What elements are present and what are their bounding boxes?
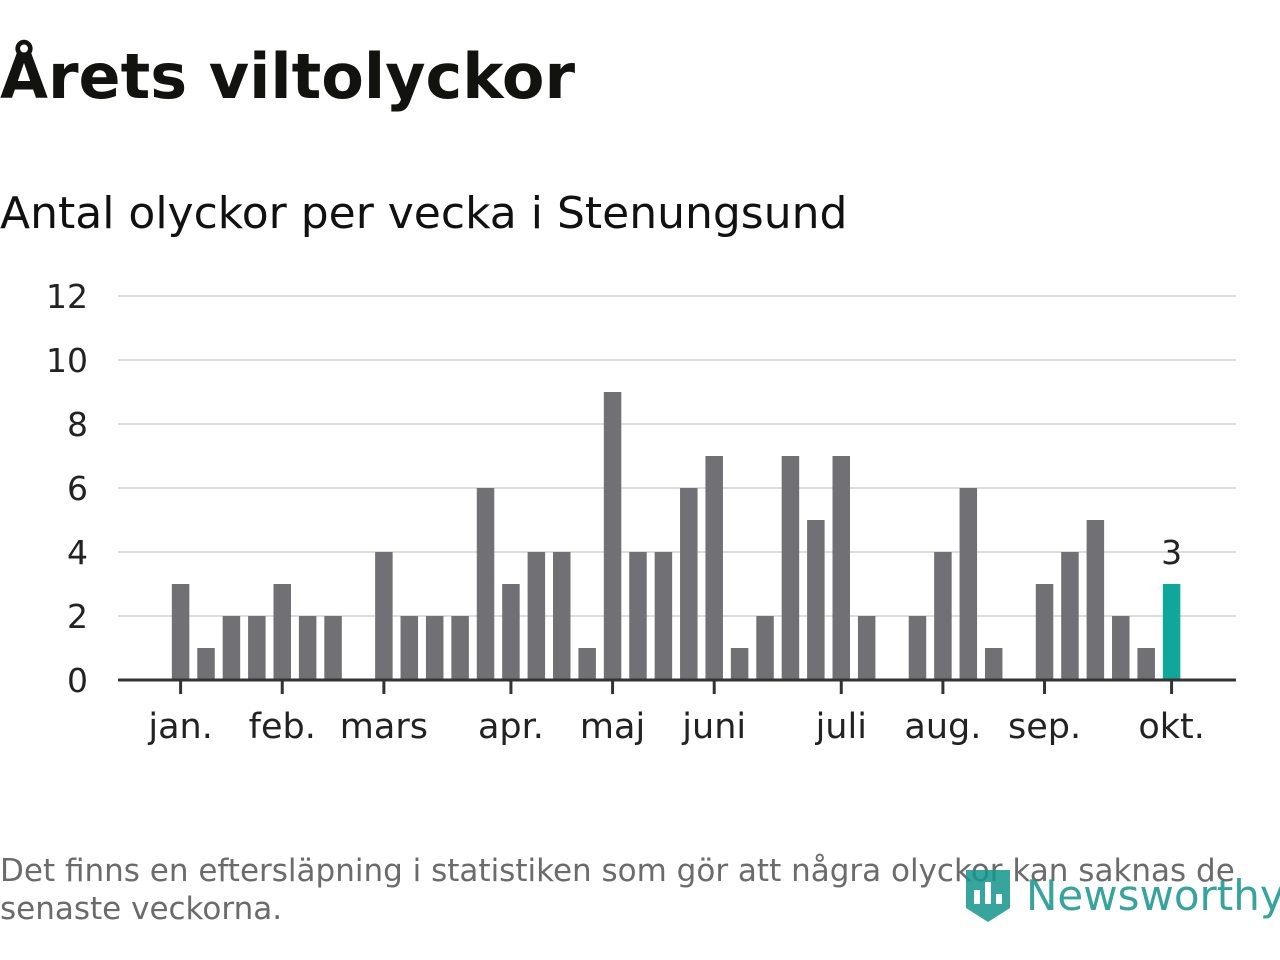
- bar: [832, 456, 851, 680]
- data-label-last-week: 3: [1161, 533, 1182, 572]
- bar: [197, 648, 215, 680]
- x-axis-ticks: jan. feb. mars apr. maj juni juli aug. sep. okt.: [147, 680, 1205, 747]
- x-tick-label: feb.: [249, 707, 316, 747]
- x-tick-label: apr.: [478, 707, 544, 747]
- bar: [476, 488, 495, 680]
- bar: [298, 616, 317, 680]
- bar: [1061, 552, 1079, 680]
- bar: [451, 616, 469, 680]
- bar: [578, 648, 596, 680]
- bar: [629, 552, 647, 680]
- bar: [781, 456, 800, 680]
- y-axis-ticks: 0 2 4 6 8 10 12: [46, 277, 88, 700]
- bar: [1086, 520, 1105, 680]
- chart-title: Årets viltolyckor: [0, 40, 576, 113]
- chart-subtitle: Antal olyckor per vecka i Stenungsund: [0, 188, 848, 239]
- bar: [857, 616, 876, 680]
- bar: [705, 456, 723, 680]
- bar: [934, 552, 952, 680]
- bar: [1035, 584, 1054, 680]
- y-tick-label: 12: [46, 277, 88, 316]
- bar: [171, 584, 190, 680]
- x-tick-label: maj: [580, 707, 645, 747]
- bar: [730, 648, 749, 680]
- x-tick-label: sep.: [1008, 707, 1081, 747]
- bar: [603, 392, 622, 680]
- bar: [908, 616, 927, 680]
- bar: [425, 616, 444, 680]
- bar: [680, 488, 698, 680]
- bar-highlight: [1162, 584, 1181, 680]
- x-tick-label: juli: [815, 707, 867, 747]
- bar: [222, 616, 241, 680]
- y-tick-label: 2: [67, 597, 88, 636]
- bar: [756, 616, 774, 680]
- data-labels: 3: [1161, 533, 1182, 572]
- bar: [1112, 616, 1130, 680]
- bar: [959, 488, 978, 680]
- bar: [248, 616, 266, 680]
- y-tick-label: 0: [67, 661, 88, 700]
- bar: [273, 584, 291, 680]
- y-tick-label: 10: [46, 341, 88, 380]
- y-tick-label: 8: [67, 405, 88, 444]
- bar: [375, 552, 393, 680]
- x-tick-label: juni: [681, 707, 746, 747]
- bar: [324, 616, 342, 680]
- x-tick-label: mars: [340, 707, 428, 747]
- x-tick-label: okt.: [1138, 707, 1205, 747]
- bar: [502, 584, 520, 680]
- bar: [807, 520, 825, 680]
- bars: [171, 392, 1181, 680]
- y-tick-label: 6: [67, 469, 88, 508]
- bar-chart: 0 2 4 6 8 10 12 jan. feb. mars apr. maj juni juli aug…: [46, 277, 1236, 747]
- footnote: Det finns en eftersläpning i statistiken…: [0, 853, 1235, 927]
- y-tick-label: 4: [67, 533, 88, 572]
- bar: [984, 648, 1003, 680]
- bar: [1137, 648, 1155, 680]
- bar: [527, 552, 546, 680]
- bar: [654, 552, 673, 680]
- bar: [553, 552, 571, 680]
- x-tick-label: jan.: [147, 707, 212, 747]
- bar: [400, 616, 419, 680]
- x-tick-label: aug.: [904, 707, 981, 747]
